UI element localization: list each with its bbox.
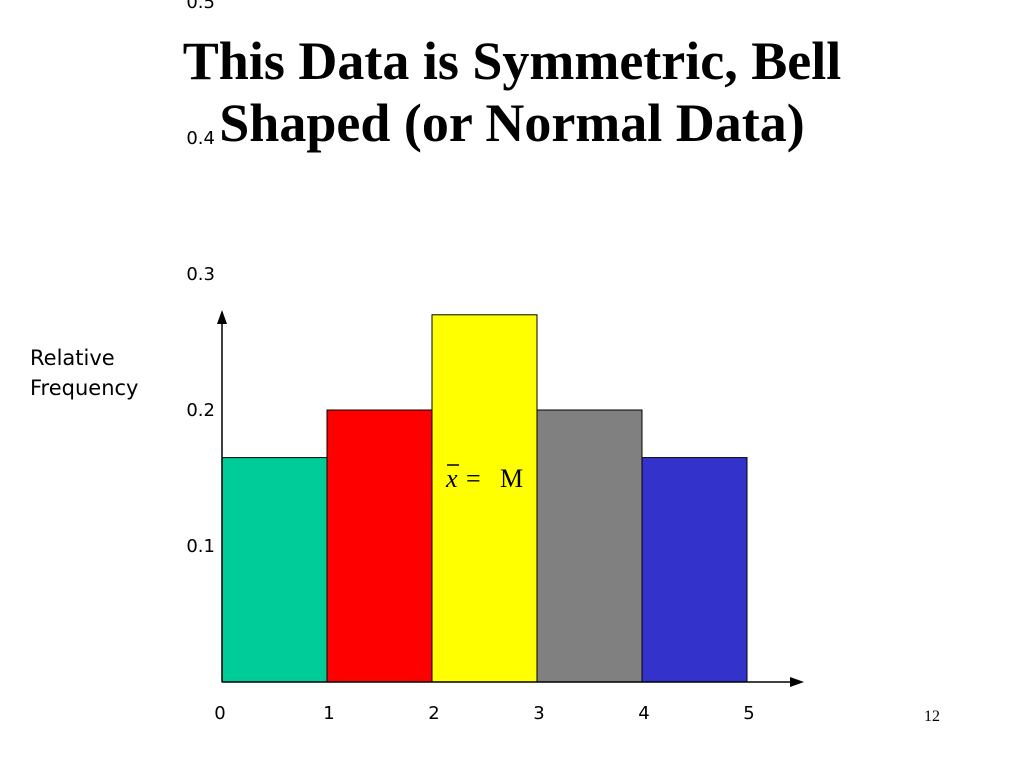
bar-4-5 [641,457,748,683]
page-number: 12 [924,708,940,725]
y-tick-label: 0.5 [186,0,215,13]
y-axis-arrowhead [217,310,227,324]
median-symbol: M [500,464,523,493]
x-tick-labels: 0 1 2 3 4 5 [214,703,754,724]
x-tick-label: 1 [323,703,334,724]
slide-title-line-1: This Data is Symmetric, Bell [182,31,842,91]
x-tick-label: 5 [743,703,754,724]
slide-title: This Data is Symmetric, Bell Shaped (or … [0,30,1024,154]
bars-group [221,314,748,683]
mean-symbol: x [445,464,458,493]
bar-1-2 [326,409,433,683]
x-tick-label: 4 [638,703,649,724]
bar-3-4 [536,409,643,683]
bar-2-3 [431,314,538,683]
y-tick-label: 0.4 [186,128,215,149]
x-tick-label: 3 [533,703,544,724]
slide-title-line-2: Shaped (or Normal Data) [219,93,805,153]
y-axis-label-line-1: Relative [30,346,115,370]
equals-sign: = [466,464,481,493]
x-tick-label: 2 [428,703,439,724]
axes-group [217,310,804,687]
mean-equals-median-annotation: x = M [445,464,523,493]
y-tick-labels: 0.1 0.2 0.3 0.4 0.5 [186,0,215,557]
y-tick-label: 0.1 [186,536,215,557]
y-axis-label: Relative Frequency [30,343,139,403]
bar-0-1 [221,457,328,683]
x-axis-arrowhead [790,677,804,687]
y-axis-label-line-2: Frequency [30,376,139,400]
y-tick-label: 0.2 [186,400,215,421]
x-tick-label: 0 [214,703,225,724]
y-tick-label: 0.3 [186,264,215,285]
